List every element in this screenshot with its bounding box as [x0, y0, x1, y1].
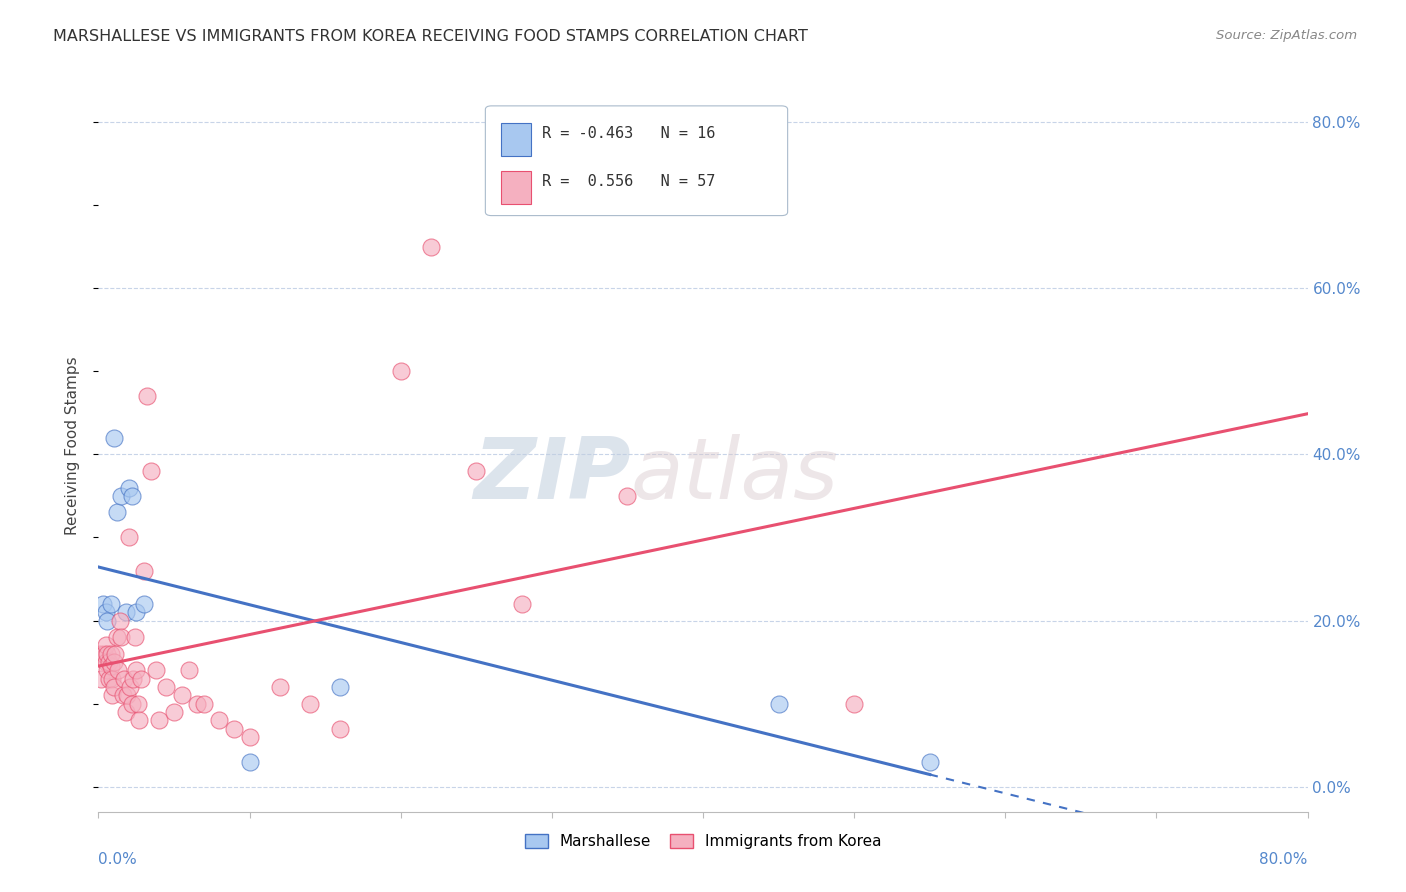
Point: [465, 464, 488, 478]
Point: [91, 597, 114, 611]
Point: [90, 672, 112, 686]
Point: [125, 605, 148, 619]
Point: [269, 680, 291, 694]
Point: [105, 630, 128, 644]
Text: MARSHALLESE VS IMMIGRANTS FROM KOREA RECEIVING FOOD STAMPS CORRELATION CHART: MARSHALLESE VS IMMIGRANTS FROM KOREA REC…: [53, 29, 808, 45]
Point: [89, 647, 111, 661]
Point: [115, 689, 138, 703]
Text: R = -0.463   N = 16: R = -0.463 N = 16: [543, 126, 716, 141]
Point: [127, 697, 149, 711]
Point: [100, 597, 122, 611]
Text: atlas: atlas: [630, 434, 838, 516]
Point: [110, 489, 132, 503]
Point: [107, 664, 129, 678]
Text: 0.0%: 0.0%: [98, 852, 138, 867]
Point: [141, 464, 163, 478]
Point: [118, 530, 141, 544]
Point: [155, 680, 177, 694]
Point: [135, 389, 157, 403]
Point: [918, 755, 941, 769]
Point: [389, 364, 412, 378]
Point: [510, 597, 533, 611]
Point: [239, 730, 262, 744]
Point: [94, 639, 117, 653]
Point: [94, 655, 117, 669]
Point: [132, 564, 155, 578]
Point: [186, 697, 208, 711]
Point: [122, 672, 145, 686]
Point: [329, 680, 352, 694]
Point: [145, 664, 167, 678]
Text: R =  0.556   N = 57: R = 0.556 N = 57: [543, 174, 716, 189]
Point: [420, 239, 443, 253]
Point: [121, 489, 143, 503]
Point: [104, 647, 127, 661]
Point: [96, 647, 118, 661]
Point: [94, 605, 117, 619]
Text: ZIP: ZIP: [472, 434, 630, 516]
Point: [103, 655, 125, 669]
Bar: [501, 123, 531, 155]
FancyBboxPatch shape: [485, 106, 787, 216]
Point: [100, 659, 122, 673]
Point: [299, 697, 322, 711]
Point: [239, 755, 262, 769]
Point: [121, 697, 143, 711]
Point: [844, 697, 866, 711]
Point: [148, 714, 170, 728]
Point: [105, 506, 128, 520]
Text: Source: ZipAtlas.com: Source: ZipAtlas.com: [1216, 29, 1357, 43]
Point: [98, 655, 121, 669]
Point: [103, 431, 125, 445]
Point: [132, 597, 155, 611]
Point: [110, 630, 132, 644]
Point: [98, 672, 121, 686]
Point: [103, 680, 125, 694]
Point: [224, 722, 246, 736]
Point: [128, 714, 150, 728]
Point: [96, 614, 118, 628]
Point: [129, 672, 152, 686]
Y-axis label: Receiving Food Stamps: Receiving Food Stamps: [65, 357, 80, 535]
Point: [96, 664, 118, 678]
Point: [118, 481, 141, 495]
Point: [179, 664, 201, 678]
Point: [208, 714, 231, 728]
Point: [768, 697, 790, 711]
Point: [125, 664, 148, 678]
Point: [114, 605, 136, 619]
Point: [616, 489, 638, 503]
Point: [120, 680, 142, 694]
Point: [100, 647, 122, 661]
Point: [93, 647, 115, 661]
Point: [108, 614, 131, 628]
Point: [193, 697, 215, 711]
Point: [329, 722, 352, 736]
Point: [91, 651, 114, 665]
Point: [124, 630, 146, 644]
Legend: Marshallese, Immigrants from Korea: Marshallese, Immigrants from Korea: [519, 828, 887, 855]
Point: [170, 689, 193, 703]
Point: [111, 689, 134, 703]
Bar: [501, 171, 531, 203]
Point: [114, 705, 136, 719]
Point: [163, 705, 186, 719]
Point: [101, 672, 124, 686]
Point: [112, 672, 135, 686]
Point: [101, 689, 124, 703]
Text: 80.0%: 80.0%: [1260, 852, 1308, 867]
